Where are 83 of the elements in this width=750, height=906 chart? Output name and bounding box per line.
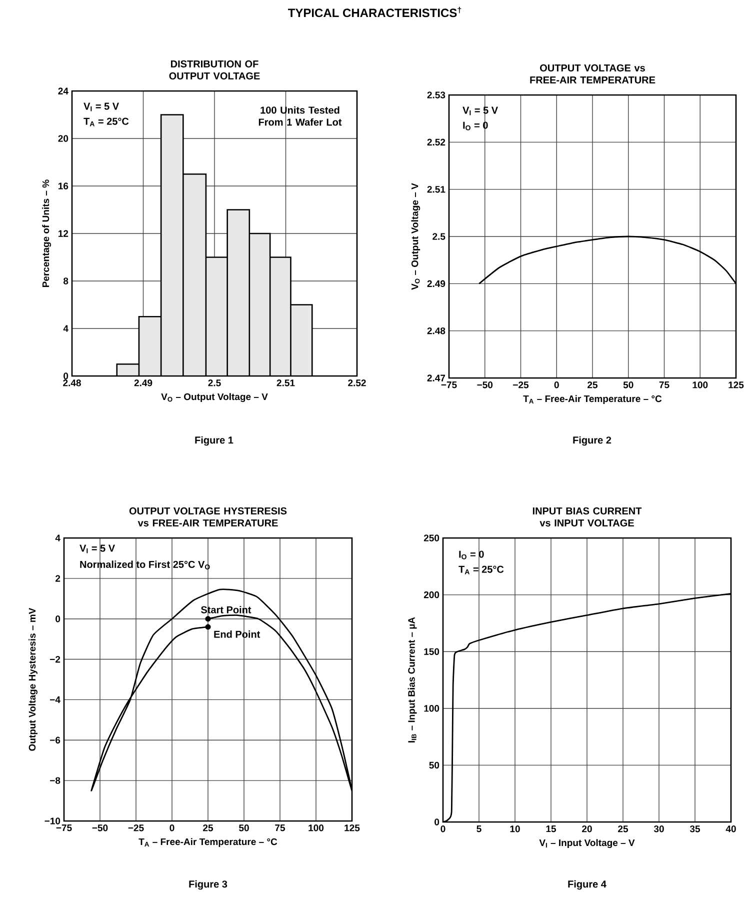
x-axis-title: T$_{A}$ – Free-Air Temperature – °C: [523, 395, 662, 404]
x-tick-label: 75: [275, 824, 286, 832]
y-tick-label: 250: [424, 534, 440, 542]
x-tick-label: −75: [441, 382, 457, 388]
x-tick-label: 75: [659, 382, 670, 388]
chart-title: DISTRIBUTION OF OUTPUT VOLTAGE: [169, 60, 260, 80]
x-tick-label: 100: [692, 382, 708, 388]
y-tick-label: 2.48: [427, 327, 446, 334]
x-tick-label: 125: [728, 382, 744, 388]
x-tick-label: 30: [654, 826, 664, 832]
y-tick-label: 20: [58, 135, 68, 142]
caption: Figure 1: [195, 436, 234, 446]
y-tick-label: 2.47: [427, 374, 446, 382]
annotation: I$_{O}$ = 0: [459, 550, 484, 560]
x-axis-title: V$_{I}$ – Input Voltage – V: [539, 839, 635, 848]
y-tick-label: 4: [55, 534, 60, 542]
x-tick-label: −50: [477, 382, 493, 388]
x-axis-title: T$_{A}$ – Free-Air Temperature – °C: [138, 838, 278, 847]
x-tick-label: 20: [582, 826, 592, 832]
chart-title: OUTPUT VOLTAGE HYSTERESIS vs FREE-AIR TEMPERATURE: [129, 507, 287, 526]
y-tick-label: −10: [44, 818, 60, 824]
y-tick-label: −6: [50, 736, 60, 744]
y-tick-label: 150: [424, 648, 440, 655]
x-tick-label: 50: [239, 824, 249, 832]
caption: Figure 3: [189, 880, 228, 890]
x-tick-label: 35: [690, 826, 700, 832]
y-tick-label: 0: [56, 615, 60, 622]
x-tick-label: −25: [128, 824, 144, 832]
x-tick-label: 0: [170, 824, 174, 832]
x-tick-label: 0: [554, 382, 559, 388]
y-axis-title: Output Voltage Hysteresis – mV: [28, 608, 38, 751]
y-tick-label: −4: [50, 696, 60, 703]
annotation: Normalized to First 25°C V$_{O}$: [80, 560, 210, 570]
y-axis-title: I$_{IB}$ – Input Bias Current – µA: [408, 617, 417, 742]
x-tick-label: 25: [203, 824, 214, 832]
y-tick-label: 2.51: [427, 186, 446, 193]
annotation: T$_{A}$ = 25°C: [458, 566, 504, 574]
x-tick-label: 25: [618, 826, 628, 832]
y-tick-label: 16: [58, 182, 68, 190]
x-tick-label: 25: [588, 382, 598, 388]
x-tick-label: 2.5: [208, 380, 221, 386]
y-tick-label: 0: [434, 818, 440, 826]
y-tick-label: −2: [50, 656, 60, 663]
y-axis-title: Percentage of Units – %: [42, 180, 52, 287]
caption: Figure 2: [573, 436, 612, 446]
x-tick-label: 15: [546, 826, 556, 832]
y-tick-label: −8: [50, 777, 60, 784]
y-tick-label: 24: [58, 88, 68, 94]
y-tick-label: 12: [58, 230, 68, 237]
y-tick-label: 2: [56, 575, 60, 582]
x-tick-label: 40: [726, 826, 736, 832]
x-tick-label: −50: [92, 824, 108, 832]
x-tick-label: −75: [56, 824, 72, 832]
x-tick-label: 100: [308, 824, 324, 832]
annotation: Start Point: [201, 606, 252, 614]
x-axis-title: V$_{O}$ – Output Voltage – V: [161, 393, 268, 402]
y-tick-label: 8: [63, 278, 68, 284]
annotation: V$_{I}$ = 5 V: [84, 102, 119, 112]
chart-title: OUTPUT VOLTAGE vs FREE-AIR TEMPERATURE: [530, 64, 656, 84]
y-tick-label: 0: [64, 372, 68, 380]
y-tick-label: 100: [424, 705, 440, 712]
text: TYPICAL CHARACTERISTICS$^{†}$: [288, 6, 462, 18]
x-tick-label: 2.49: [134, 380, 152, 386]
annotation: End Point: [214, 630, 260, 638]
y-tick-label: 200: [424, 591, 440, 598]
y-axis-title: V$_{O}$ – Output Voltage – V: [411, 183, 420, 290]
chart-title: INPUT BIAS CURRENT vs INPUT VOLTAGE: [532, 507, 642, 526]
x-tick-label: 2.52: [348, 380, 366, 386]
x-tick-label: 2.51: [276, 380, 295, 386]
x-tick-label: 10: [510, 826, 520, 832]
x-tick-label: 50: [623, 382, 634, 388]
x-tick-label: −25: [513, 382, 529, 388]
annotation: T$_{A}$ = 25°C: [84, 118, 129, 126]
y-tick-label: 2.52: [427, 138, 446, 146]
annotation: V$_{I}$ = 5 V: [80, 544, 115, 554]
caption: Figure 4: [568, 880, 606, 890]
x-tick-label: 125: [344, 824, 360, 832]
y-tick-label: 2.53: [427, 92, 446, 98]
y-tick-label: 50: [429, 762, 440, 769]
x-tick-label: 5: [476, 826, 482, 832]
y-tick-label: 2.49: [427, 280, 446, 288]
y-tick-label: 4: [63, 325, 68, 332]
y-tick-label: 2.5: [432, 233, 446, 240]
